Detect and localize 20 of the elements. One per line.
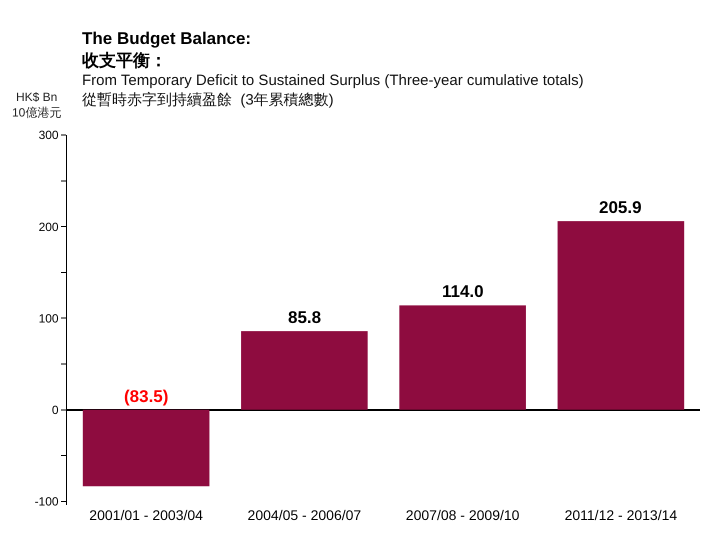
y-tick-label: 300 (38, 128, 59, 142)
x-tick-label: 2004/05 - 2006/07 (248, 507, 362, 523)
x-tick-label: 2001/01 - 2003/04 (89, 507, 204, 523)
bar (82, 410, 210, 486)
chart-title: The Budget Balance: 收支平衡： (82, 29, 252, 70)
data-label: 205.9 (599, 198, 642, 217)
bar (241, 331, 368, 410)
bar (399, 305, 526, 410)
y-axis-title: HK$ Bn 10億港元 (12, 90, 62, 120)
data-label: 114.0 (442, 282, 484, 301)
x-tick-label: 2007/08 - 2009/10 (406, 507, 520, 523)
data-label: 85.8 (288, 308, 322, 327)
y-tick-label: 100 (38, 311, 59, 326)
y-tick-label: 200 (38, 220, 59, 234)
x-tick-label: 2011/12 - 2013/14 (564, 507, 678, 523)
y-tick-label: -100 (34, 494, 59, 509)
chart-subtitle: From Temporary Deficit to Sustained Surplus (Three-year cumulative totals) 從暫時赤字到持續盈餘 (3年累積總數) (82, 72, 584, 108)
y-tick-label: 0 (52, 402, 59, 417)
data-label: (83.5) (124, 387, 168, 406)
bar (558, 221, 684, 410)
